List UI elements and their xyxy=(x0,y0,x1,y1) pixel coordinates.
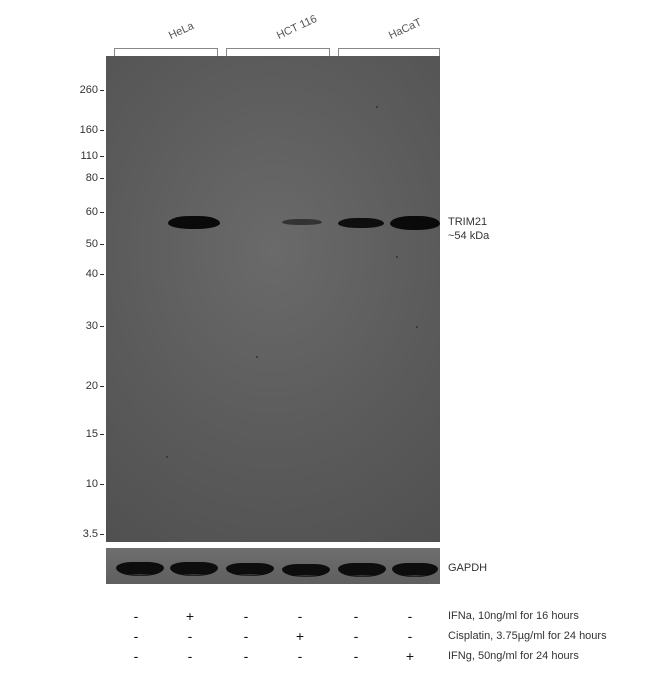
treatment-label-ifna: IFNa, 10ng/ml for 16 hours xyxy=(448,610,579,622)
gapdh-band-lane1 xyxy=(116,562,164,576)
mw-60: 60 xyxy=(86,206,98,218)
target-name-label: TRIM21 xyxy=(448,216,487,228)
mw-15: 15 xyxy=(86,428,98,440)
treatment-row-ifng: - - - - - + IFNg, 50ng/ml for 24 hours xyxy=(0,648,650,666)
sign: - xyxy=(400,628,420,644)
sign: - xyxy=(126,648,146,664)
sign: - xyxy=(180,628,200,644)
gapdh-band-lane2 xyxy=(170,562,218,576)
sign: - xyxy=(180,648,200,664)
cell-line-labels: HeLa HCT 116 HaCaT xyxy=(0,20,650,50)
mw-3p5: 3.5 xyxy=(83,528,98,540)
sign: - xyxy=(346,628,366,644)
sign: - xyxy=(236,648,256,664)
mw-260: 260 xyxy=(80,84,98,96)
gapdh-blot-membrane xyxy=(106,548,440,584)
main-blot-membrane xyxy=(106,56,440,542)
sign: - xyxy=(346,608,366,624)
target-size-label: ~54 kDa xyxy=(448,230,489,242)
treatment-row-cisplatin: - - - + - - Cisplatin, 3.75µg/ml for 24 … xyxy=(0,628,650,646)
sign: + xyxy=(400,648,420,664)
cell-label-hela: HeLa xyxy=(167,20,196,42)
sign: - xyxy=(400,608,420,624)
mw-80: 80 xyxy=(86,172,98,184)
gapdh-label: GAPDH xyxy=(448,562,487,574)
gapdh-band-lane6 xyxy=(392,563,438,577)
sign: - xyxy=(126,608,146,624)
gapdh-band-lane3 xyxy=(226,563,274,576)
mw-160: 160 xyxy=(80,124,98,136)
mw-50: 50 xyxy=(86,238,98,250)
sign: - xyxy=(346,648,366,664)
bracket-hela xyxy=(114,48,218,56)
cell-label-hct116: HCT 116 xyxy=(275,13,319,42)
trim21-band-lane5 xyxy=(338,218,384,228)
sign: - xyxy=(236,628,256,644)
gapdh-band-lane5 xyxy=(338,563,386,577)
mw-40: 40 xyxy=(86,268,98,280)
treatment-row-ifna: - + - - - - IFNa, 10ng/ml for 16 hours xyxy=(0,608,650,626)
bracket-hacat xyxy=(338,48,440,56)
sign: - xyxy=(290,648,310,664)
trim21-band-lane6 xyxy=(390,216,440,230)
molecular-weight-ladder: 260 160 110 80 60 50 40 30 20 15 10 3.5 xyxy=(0,54,104,544)
mw-30: 30 xyxy=(86,320,98,332)
cell-label-hacat: HaCaT xyxy=(387,16,424,42)
mw-10: 10 xyxy=(86,478,98,490)
western-blot-figure: HeLa HCT 116 HaCaT 260 160 110 80 60 50 … xyxy=(0,0,650,694)
sign: - xyxy=(126,628,146,644)
sign: - xyxy=(290,608,310,624)
blot-background xyxy=(106,56,440,542)
trim21-band-lane4 xyxy=(282,219,322,225)
trim21-band-lane2 xyxy=(168,216,220,229)
treatment-label-ifng: IFNg, 50ng/ml for 24 hours xyxy=(448,650,579,662)
gapdh-band-lane4 xyxy=(282,564,330,577)
sign: - xyxy=(236,608,256,624)
bracket-hct116 xyxy=(226,48,330,56)
treatment-label-cisplatin: Cisplatin, 3.75µg/ml for 24 hours xyxy=(448,630,607,642)
mw-110: 110 xyxy=(80,150,98,162)
sign: + xyxy=(290,628,310,644)
mw-20: 20 xyxy=(86,380,98,392)
sign: + xyxy=(180,608,200,624)
